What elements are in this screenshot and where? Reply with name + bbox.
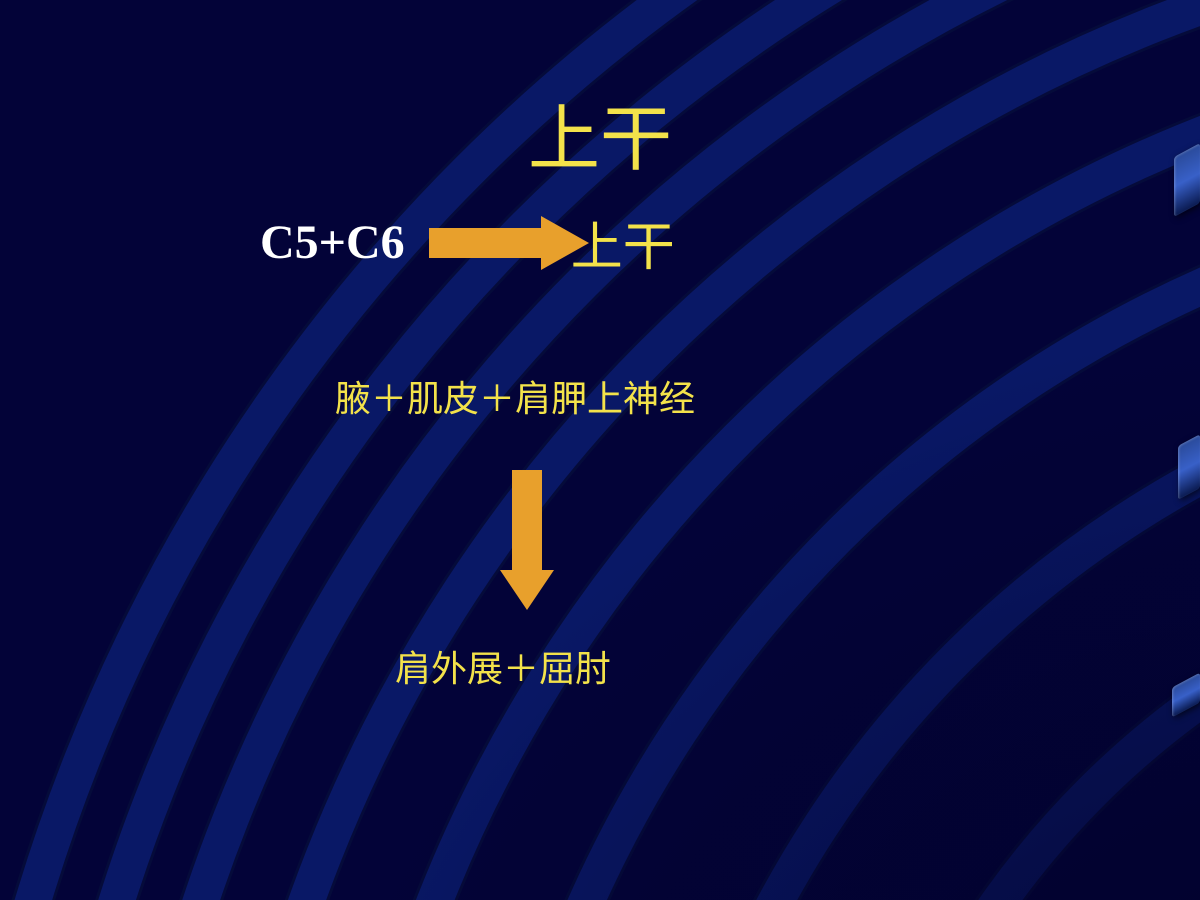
function-label: 肩外展＋屈肘 bbox=[395, 640, 611, 692]
arrow-right-icon bbox=[429, 216, 589, 270]
arrow-head bbox=[500, 570, 554, 610]
flow-row: C5+C6 上干 bbox=[260, 205, 675, 280]
arrow-shaft bbox=[512, 470, 542, 570]
decorative-dash bbox=[1172, 673, 1200, 718]
arrow-down-icon bbox=[500, 470, 554, 610]
decorative-dash bbox=[1174, 143, 1200, 217]
decorative-dash bbox=[1178, 434, 1200, 500]
nerve-list: 腋＋肌皮＋肩胛上神经 bbox=[335, 370, 695, 422]
source-label: C5+C6 bbox=[260, 215, 405, 270]
arrow-shaft bbox=[429, 228, 541, 258]
slide-content: 上干 C5+C6 上干 腋＋肌皮＋肩胛上神经 肩外展＋屈肘 bbox=[0, 0, 1200, 900]
arrow-head bbox=[541, 216, 589, 270]
decorative-dashes bbox=[1140, 0, 1200, 900]
slide-title: 上干 bbox=[0, 80, 1200, 185]
